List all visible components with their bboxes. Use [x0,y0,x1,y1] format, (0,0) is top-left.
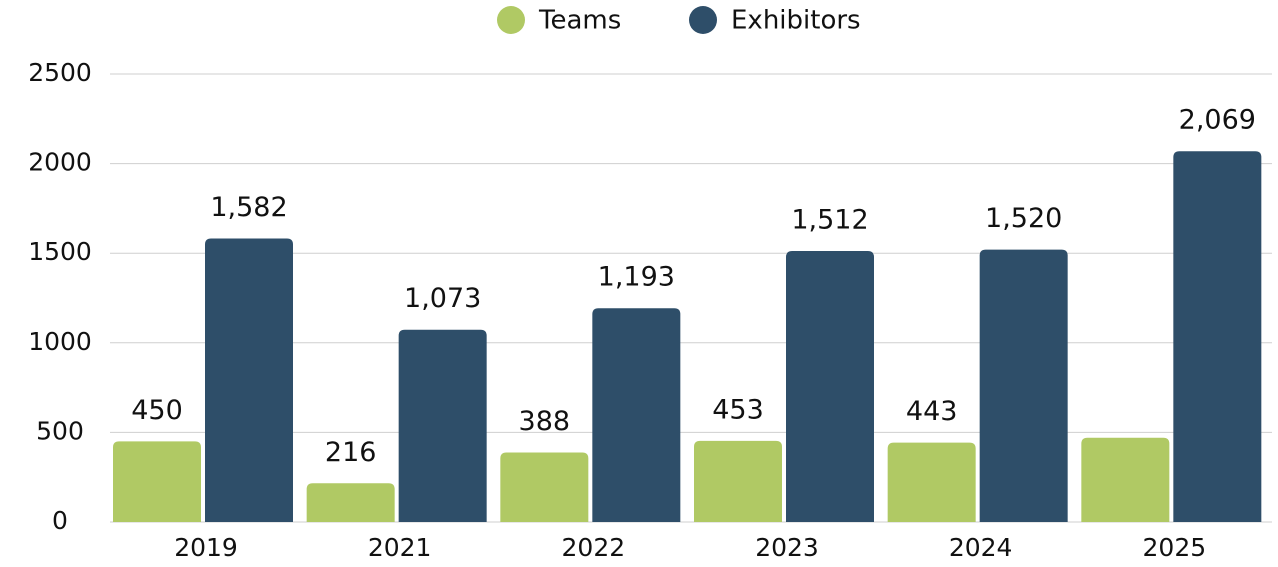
bar [694,440,782,522]
bar [205,238,293,522]
value-label: 1,512 [791,205,868,236]
bar [786,251,874,522]
value-label: 450 [131,395,183,426]
bar [887,442,976,522]
value-label: 1,193 [598,262,675,293]
x-tick-label: 2019 [174,533,238,562]
value-label: 443 [906,396,958,427]
y-tick-label: 500 [36,416,84,445]
legend-swatch [497,6,525,34]
legend-label: Teams [538,6,621,36]
bar [113,441,201,522]
x-tick-label: 2024 [949,533,1013,562]
y-tick-label: 2000 [28,148,92,177]
bar [1081,437,1170,522]
x-tick-label: 2023 [755,533,819,562]
value-label: 1,520 [985,203,1062,234]
bar [979,249,1068,522]
bar [398,329,487,522]
bar [592,308,681,522]
y-tick-label: 1000 [28,327,92,356]
x-tick-label: 2021 [368,533,432,562]
bar [306,483,395,522]
legend-label: Exhibitors [731,6,861,36]
value-label: 453 [712,394,764,425]
value-label: 216 [325,437,377,468]
y-tick-label: 2500 [28,58,92,87]
x-tick-label: 2022 [562,533,626,562]
y-tick-label: 0 [52,506,68,535]
legend-swatch [689,6,717,34]
x-tick-label: 2025 [1143,533,1207,562]
bar [500,452,589,522]
y-tick-label: 1500 [28,237,92,266]
value-label: 1,073 [404,283,481,314]
value-label: 2,069 [1179,105,1256,136]
value-label: 388 [519,406,571,437]
bar [1173,151,1262,522]
value-label: 1,582 [210,192,287,223]
